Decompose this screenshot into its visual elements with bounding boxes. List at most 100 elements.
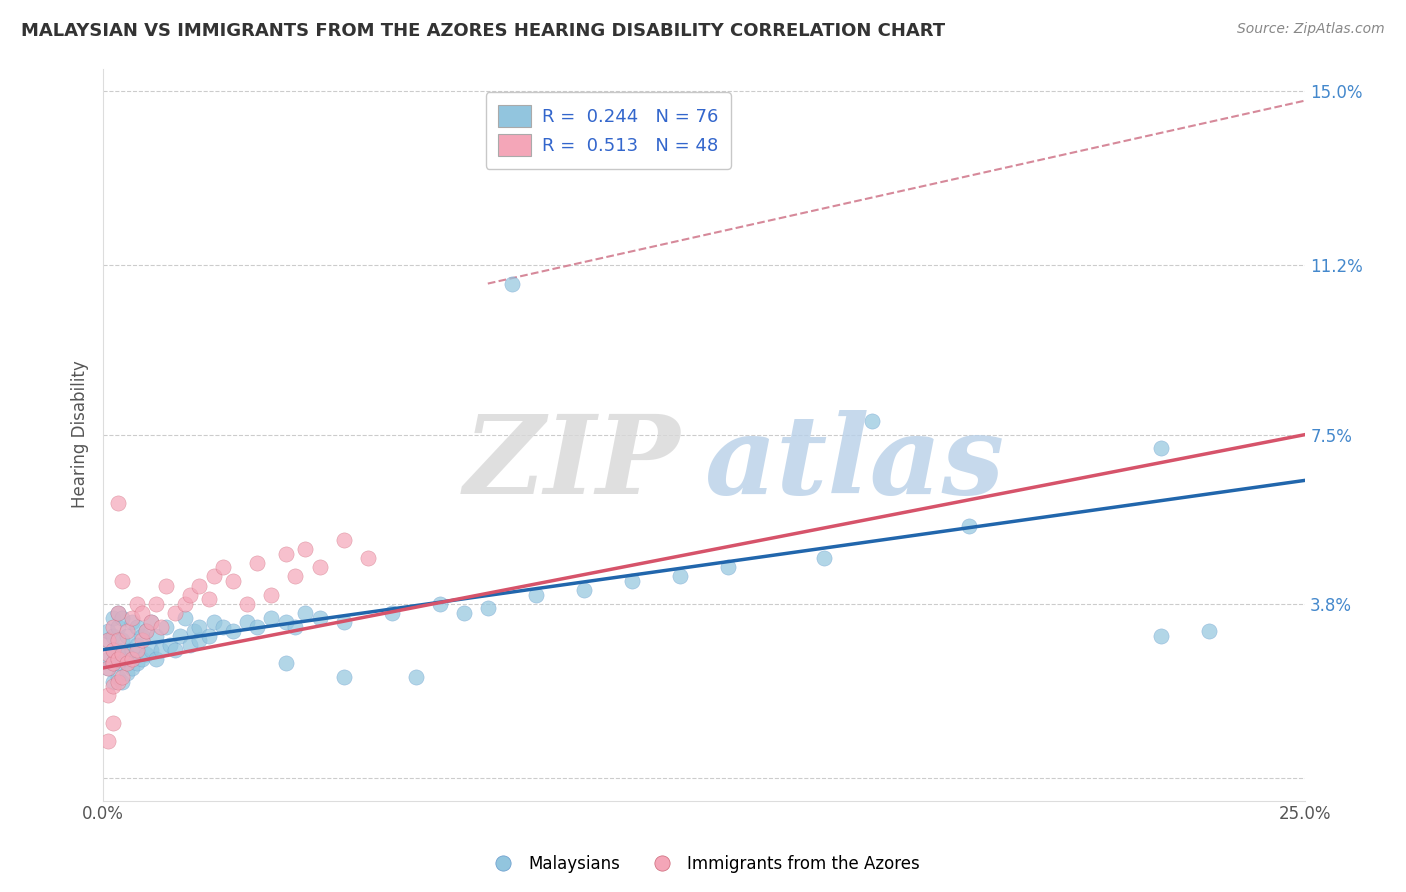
- Point: [141, 615, 163, 629]
- Point: [97, 652, 120, 666]
- Point: [125, 638, 148, 652]
- Point: [165, 642, 187, 657]
- Point: [1150, 442, 1173, 456]
- Point: [260, 610, 283, 624]
- Point: [501, 277, 523, 291]
- Point: [101, 629, 124, 643]
- Point: [274, 615, 297, 629]
- Point: [1198, 624, 1220, 639]
- Point: [202, 615, 225, 629]
- Point: [115, 629, 138, 643]
- Point: [111, 633, 134, 648]
- Point: [121, 652, 143, 666]
- Point: [125, 597, 148, 611]
- Point: [202, 569, 225, 583]
- Point: [173, 597, 195, 611]
- Point: [222, 624, 245, 639]
- Point: [131, 652, 153, 666]
- Point: [572, 583, 595, 598]
- Point: [179, 588, 201, 602]
- Point: [621, 574, 644, 588]
- Point: [356, 551, 378, 566]
- Point: [135, 624, 157, 639]
- Point: [179, 638, 201, 652]
- Point: [188, 578, 211, 592]
- Point: [294, 606, 316, 620]
- Point: [121, 661, 143, 675]
- Point: [111, 610, 134, 624]
- Point: [141, 615, 163, 629]
- Point: [101, 620, 124, 634]
- Point: [274, 547, 297, 561]
- Point: [111, 670, 134, 684]
- Point: [121, 615, 143, 629]
- Point: [308, 560, 330, 574]
- Point: [121, 610, 143, 624]
- Point: [183, 624, 205, 639]
- Point: [813, 551, 835, 566]
- Point: [101, 679, 124, 693]
- Point: [524, 588, 547, 602]
- Point: [135, 624, 157, 639]
- Point: [101, 642, 124, 657]
- Point: [107, 633, 129, 648]
- Legend: R =  0.244   N = 76, R =  0.513   N = 48: R = 0.244 N = 76, R = 0.513 N = 48: [485, 92, 731, 169]
- Point: [717, 560, 740, 574]
- Point: [260, 588, 283, 602]
- Point: [111, 674, 134, 689]
- Y-axis label: Hearing Disability: Hearing Disability: [72, 360, 89, 508]
- Point: [141, 642, 163, 657]
- Point: [332, 615, 354, 629]
- Point: [222, 574, 245, 588]
- Point: [294, 541, 316, 556]
- Point: [115, 657, 138, 671]
- Point: [1150, 629, 1173, 643]
- Point: [107, 657, 129, 671]
- Point: [101, 642, 124, 657]
- Point: [188, 620, 211, 634]
- Point: [131, 629, 153, 643]
- Point: [155, 620, 177, 634]
- Point: [107, 606, 129, 620]
- Point: [669, 569, 692, 583]
- Point: [308, 610, 330, 624]
- Point: [107, 642, 129, 657]
- Point: [212, 560, 235, 574]
- Point: [284, 569, 307, 583]
- Point: [149, 642, 172, 657]
- Point: [97, 647, 120, 661]
- Point: [107, 620, 129, 634]
- Point: [188, 633, 211, 648]
- Point: [173, 610, 195, 624]
- Point: [957, 519, 980, 533]
- Point: [97, 624, 120, 639]
- Point: [159, 638, 181, 652]
- Point: [381, 606, 404, 620]
- Point: [101, 657, 124, 671]
- Point: [101, 610, 124, 624]
- Point: [477, 601, 499, 615]
- Point: [107, 652, 129, 666]
- Point: [332, 533, 354, 547]
- Point: [107, 496, 129, 510]
- Point: [111, 652, 134, 666]
- Point: [115, 647, 138, 661]
- Point: [107, 606, 129, 620]
- Point: [429, 597, 451, 611]
- Point: [115, 665, 138, 680]
- Text: ZIP: ZIP: [464, 410, 681, 517]
- Point: [862, 414, 884, 428]
- Point: [111, 647, 134, 661]
- Point: [97, 661, 120, 675]
- Point: [101, 657, 124, 671]
- Point: [131, 606, 153, 620]
- Point: [97, 633, 120, 648]
- Point: [198, 592, 221, 607]
- Point: [97, 661, 120, 675]
- Legend: Malaysians, Immigrants from the Azores: Malaysians, Immigrants from the Azores: [479, 848, 927, 880]
- Point: [246, 556, 269, 570]
- Point: [145, 652, 167, 666]
- Point: [284, 620, 307, 634]
- Point: [131, 633, 153, 648]
- Point: [135, 647, 157, 661]
